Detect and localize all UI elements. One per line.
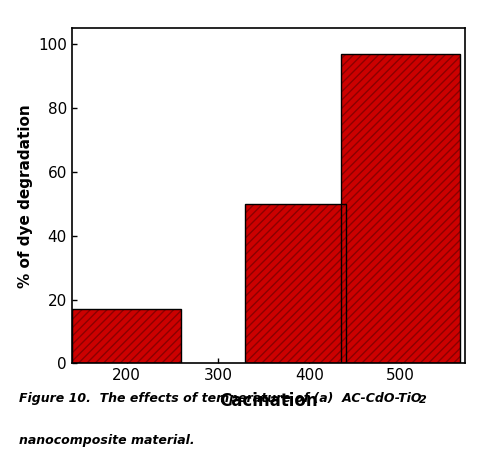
Y-axis label: % of dye degradation: % of dye degradation: [18, 104, 33, 288]
Bar: [342, 54, 460, 363]
Bar: [342, 54, 460, 363]
Bar: [245, 204, 346, 363]
Text: Figure 10.  The effects of temperature of (a)  AC-CdO-TiO: Figure 10. The effects of temperature of…: [19, 392, 422, 405]
Bar: [72, 309, 182, 363]
Text: nanocomposite material.: nanocomposite material.: [19, 434, 195, 447]
Text: 2: 2: [419, 396, 427, 405]
X-axis label: Cacination: Cacination: [219, 392, 318, 410]
Bar: [245, 204, 346, 363]
Bar: [72, 309, 182, 363]
